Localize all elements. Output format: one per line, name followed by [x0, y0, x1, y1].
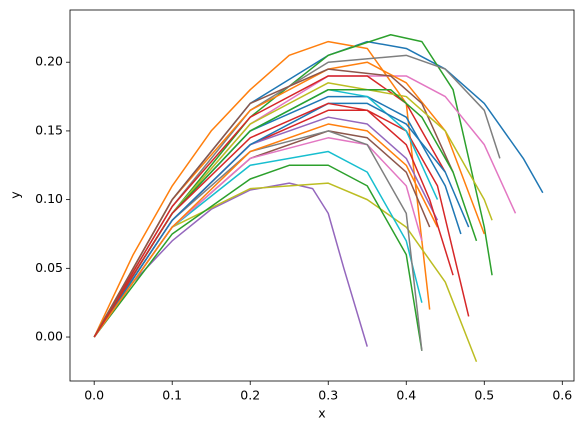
series-line — [93, 164, 423, 351]
y-axis-label: y — [8, 191, 23, 199]
x-axis-label: x — [318, 406, 325, 421]
y-tick-label: 0.15 — [35, 122, 63, 137]
series-line — [93, 116, 439, 338]
series-line — [93, 54, 501, 338]
series-line — [93, 102, 454, 338]
x-tick-label: 0.3 — [318, 388, 338, 403]
x-tick-label: 0.5 — [474, 388, 494, 403]
series-line — [93, 40, 431, 338]
series-line — [93, 123, 439, 338]
series-line — [93, 182, 478, 363]
y-tick-label: 0.05 — [35, 260, 63, 275]
plot-area — [93, 33, 544, 363]
axes-frame — [69, 9, 575, 382]
x-tick-label: 0.1 — [162, 388, 182, 403]
series-line — [93, 75, 446, 338]
series-line — [93, 150, 423, 338]
series-line — [93, 102, 470, 338]
y-tick-label: 0.10 — [35, 191, 63, 206]
y-tick-label: 0.20 — [35, 54, 63, 69]
series-line — [93, 88, 478, 338]
x-tick-label: 0.0 — [84, 388, 104, 403]
x-tick-label: 0.6 — [552, 388, 572, 403]
series-line — [93, 68, 454, 338]
y-tick-label: 0.00 — [35, 329, 63, 344]
x-tick-label: 0.4 — [396, 388, 416, 403]
x-tick-label: 0.2 — [240, 388, 260, 403]
